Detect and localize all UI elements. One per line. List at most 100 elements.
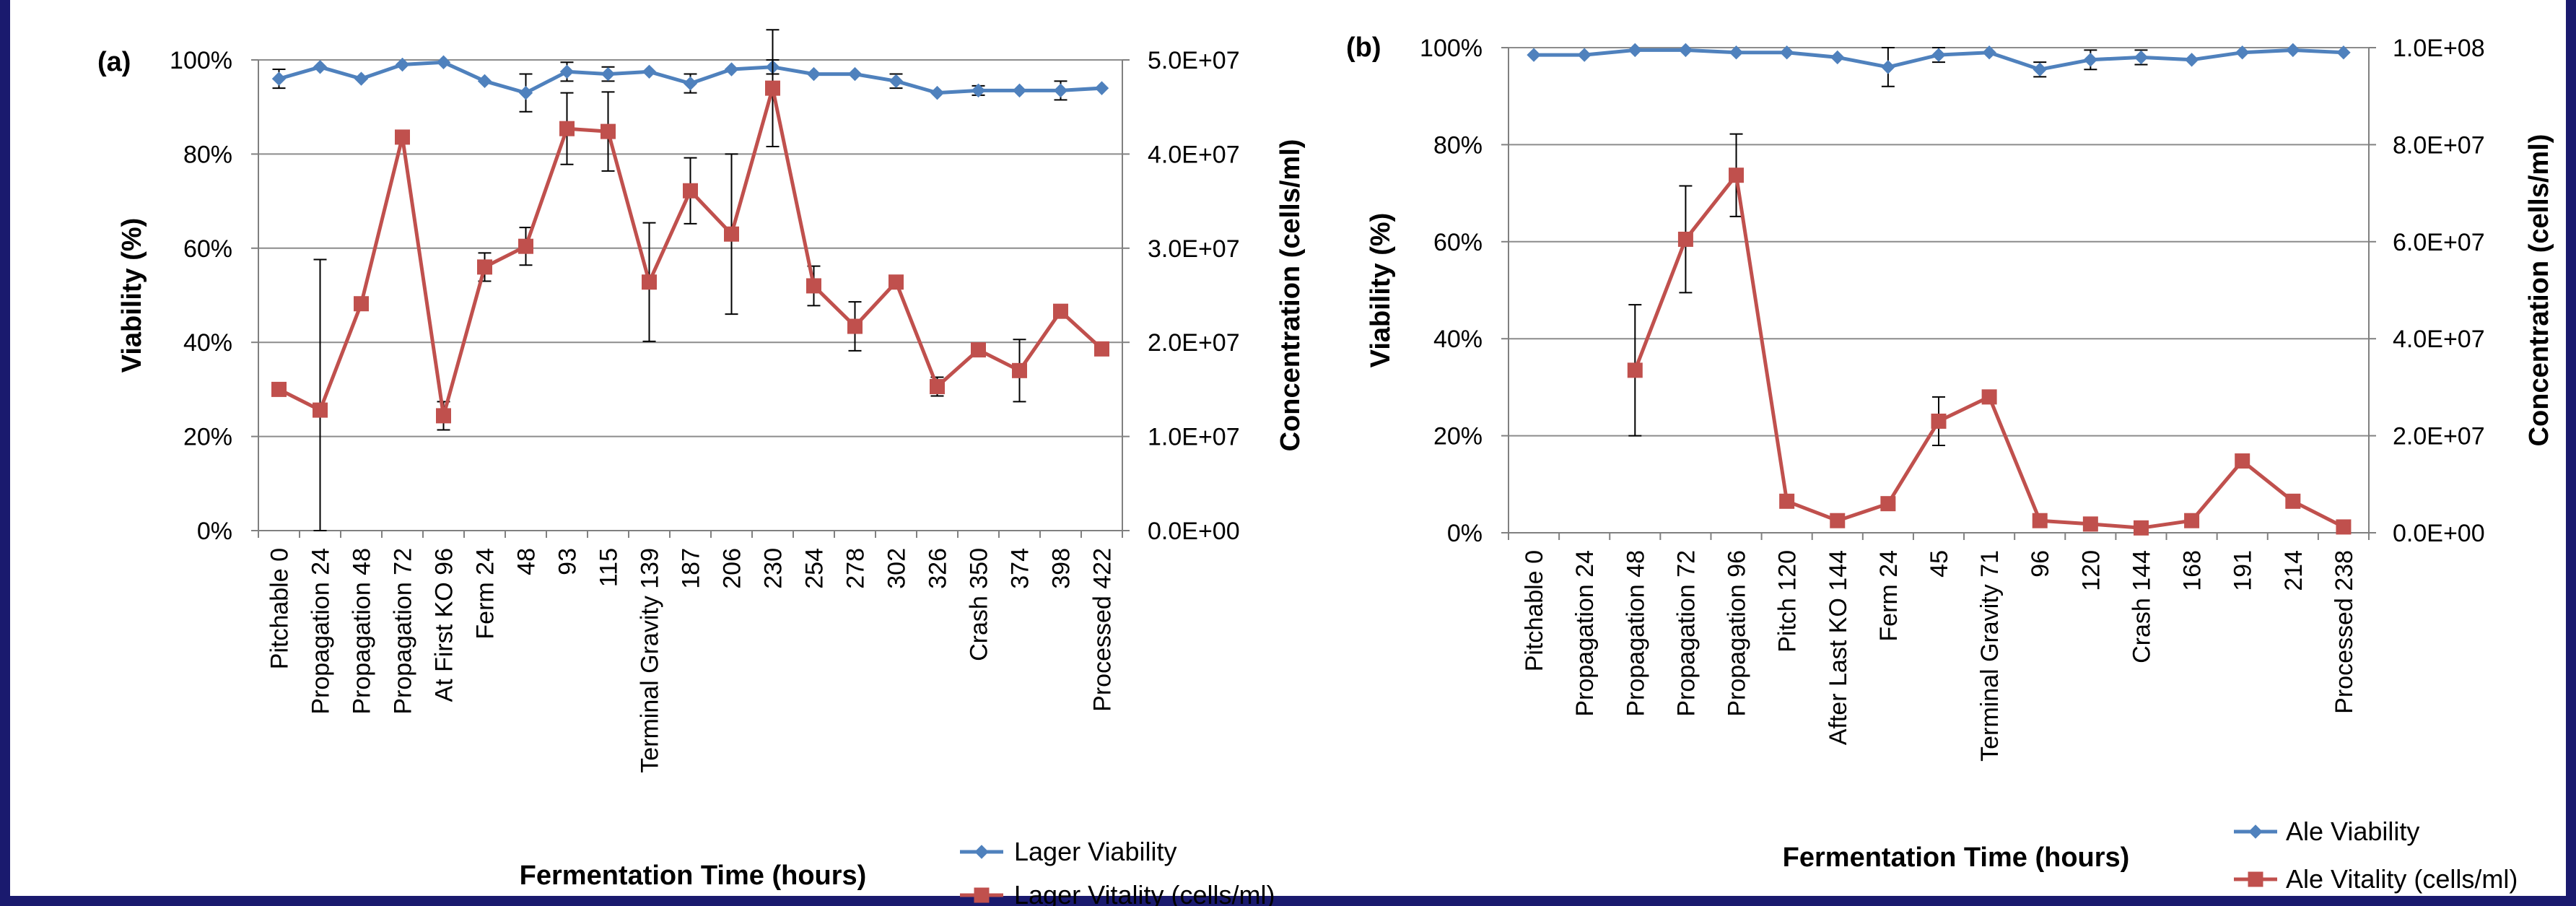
data-point xyxy=(2286,43,2300,58)
x-tick-label: 230 xyxy=(760,548,787,589)
data-point xyxy=(1094,81,1109,95)
data-point xyxy=(2133,520,2149,536)
data-point xyxy=(271,381,287,397)
data-point xyxy=(1677,231,1693,247)
data-point xyxy=(1627,362,1643,378)
data-point xyxy=(2285,493,2301,509)
data-point xyxy=(971,83,986,98)
panel-label: (a) xyxy=(97,47,131,77)
data-point xyxy=(477,259,492,275)
data-point xyxy=(436,408,451,424)
y-tick-label: 80% xyxy=(183,141,232,168)
x-tick-label: Processed 422 xyxy=(1089,548,1117,712)
data-point xyxy=(1012,83,1027,98)
x-tick-label: Propagation 72 xyxy=(1672,550,1700,717)
data-point xyxy=(2083,53,2098,67)
data-point xyxy=(2184,53,2199,67)
data-point xyxy=(683,183,698,199)
x-tick-label: 214 xyxy=(2280,550,2308,591)
x-tick-label: Crash 144 xyxy=(2128,550,2155,663)
chart-a: 0% 20% 40% 60% 80% 100% 0.0E+00 1.0E+07 2.0E+07 3… xyxy=(97,29,1306,906)
data-point xyxy=(1729,45,1744,60)
x-tick-label: Propagation 72 xyxy=(390,548,417,715)
y2-tick-label: 8.0E+07 xyxy=(2393,131,2485,159)
data-point xyxy=(271,71,287,86)
data-point xyxy=(1830,50,1845,65)
data-point xyxy=(888,74,904,89)
y-tick-label: 20% xyxy=(1433,423,1483,450)
data-point xyxy=(354,296,369,312)
x-tick-label: 120 xyxy=(2077,550,2105,591)
data-point xyxy=(313,402,328,418)
x-tick-label: 115 xyxy=(595,548,623,587)
x-tick-label: 45 xyxy=(1926,550,1953,578)
data-point xyxy=(1981,389,1997,405)
y-tick-label: 60% xyxy=(1433,229,1483,256)
data-point xyxy=(601,66,616,82)
data-point xyxy=(806,66,821,82)
data-point xyxy=(1880,496,1896,512)
y2-tick-label: 1.0E+08 xyxy=(2393,35,2485,62)
data-point xyxy=(1628,43,1642,58)
y-tick-label: 40% xyxy=(183,329,232,357)
x-tick-label: 374 xyxy=(1007,548,1034,589)
data-point xyxy=(2032,513,2048,528)
data-point xyxy=(2235,453,2250,469)
x-tick-label: Propagation 96 xyxy=(1724,550,1751,717)
y2-axis-title: Concentration (cells/ml) xyxy=(2524,134,2554,447)
y2-tick-label: 4.0E+07 xyxy=(1148,141,1240,168)
data-point xyxy=(1931,413,1947,429)
legend-label: Ale Viability xyxy=(2286,816,2419,846)
x-axis-title: Fermentation Time (hours) xyxy=(520,861,867,891)
y-tick-label: 20% xyxy=(183,424,232,451)
y-tick-label: 0% xyxy=(197,518,232,545)
y2-tick-label: 2.0E+07 xyxy=(2393,423,2485,450)
data-point xyxy=(847,66,863,82)
x-tick-label: Pitchable 0 xyxy=(1521,550,1548,671)
data-point xyxy=(313,60,328,74)
legend-marker xyxy=(2248,871,2263,887)
x-tick-label: After Last KO 144 xyxy=(1825,550,1852,745)
x-tick-label: Pitch 120 xyxy=(1774,550,1802,653)
series-viability xyxy=(1527,43,2351,87)
y2-tick-label: 3.0E+07 xyxy=(1148,235,1240,263)
x-tick-label: Propagation 48 xyxy=(349,548,376,715)
x-tick-label: Propagation 48 xyxy=(1622,550,1649,717)
legend-label: Lager Viability xyxy=(1014,837,1176,866)
y2-tick-label: 1.0E+07 xyxy=(1148,424,1240,451)
data-point xyxy=(642,274,657,290)
x-tick-label: 326 xyxy=(925,548,952,589)
x-tick-label: 168 xyxy=(2179,550,2206,591)
series-viability xyxy=(271,55,1109,113)
x-tick-label: 302 xyxy=(883,548,911,589)
data-point xyxy=(1012,362,1027,378)
data-point xyxy=(2336,519,2352,535)
data-point xyxy=(1094,341,1109,357)
data-point xyxy=(518,238,533,254)
panel-label: (b) xyxy=(1346,32,1381,63)
data-point xyxy=(601,123,616,139)
data-point xyxy=(518,85,533,100)
y2-tick-label: 5.0E+07 xyxy=(1148,47,1240,74)
data-point xyxy=(395,129,410,145)
data-point xyxy=(1729,167,1745,183)
y-axis-title: Viability (%) xyxy=(117,218,147,373)
y-tick-label: 60% xyxy=(183,235,232,263)
y-tick-label: 100% xyxy=(170,47,232,74)
data-point xyxy=(1779,493,1795,509)
x-tick-label: Crash 350 xyxy=(966,548,993,661)
x-tick-label: Terminal Gravity 139 xyxy=(637,548,664,773)
data-point xyxy=(724,62,739,77)
data-point xyxy=(930,85,945,100)
y2-tick-label: 2.0E+07 xyxy=(1148,329,1240,357)
y2-axis-title: Concentration (cells/ml) xyxy=(1275,139,1306,452)
legend-marker xyxy=(2248,824,2263,839)
x-tick-label: 206 xyxy=(719,548,746,589)
x-tick-label: Propagation 24 xyxy=(307,548,335,715)
x-tick-label: Propagation 24 xyxy=(1571,550,1599,717)
y-tick-label: 0% xyxy=(1447,520,1483,547)
data-point xyxy=(724,226,739,242)
y2-tick-label: 0.0E+00 xyxy=(2393,520,2485,547)
